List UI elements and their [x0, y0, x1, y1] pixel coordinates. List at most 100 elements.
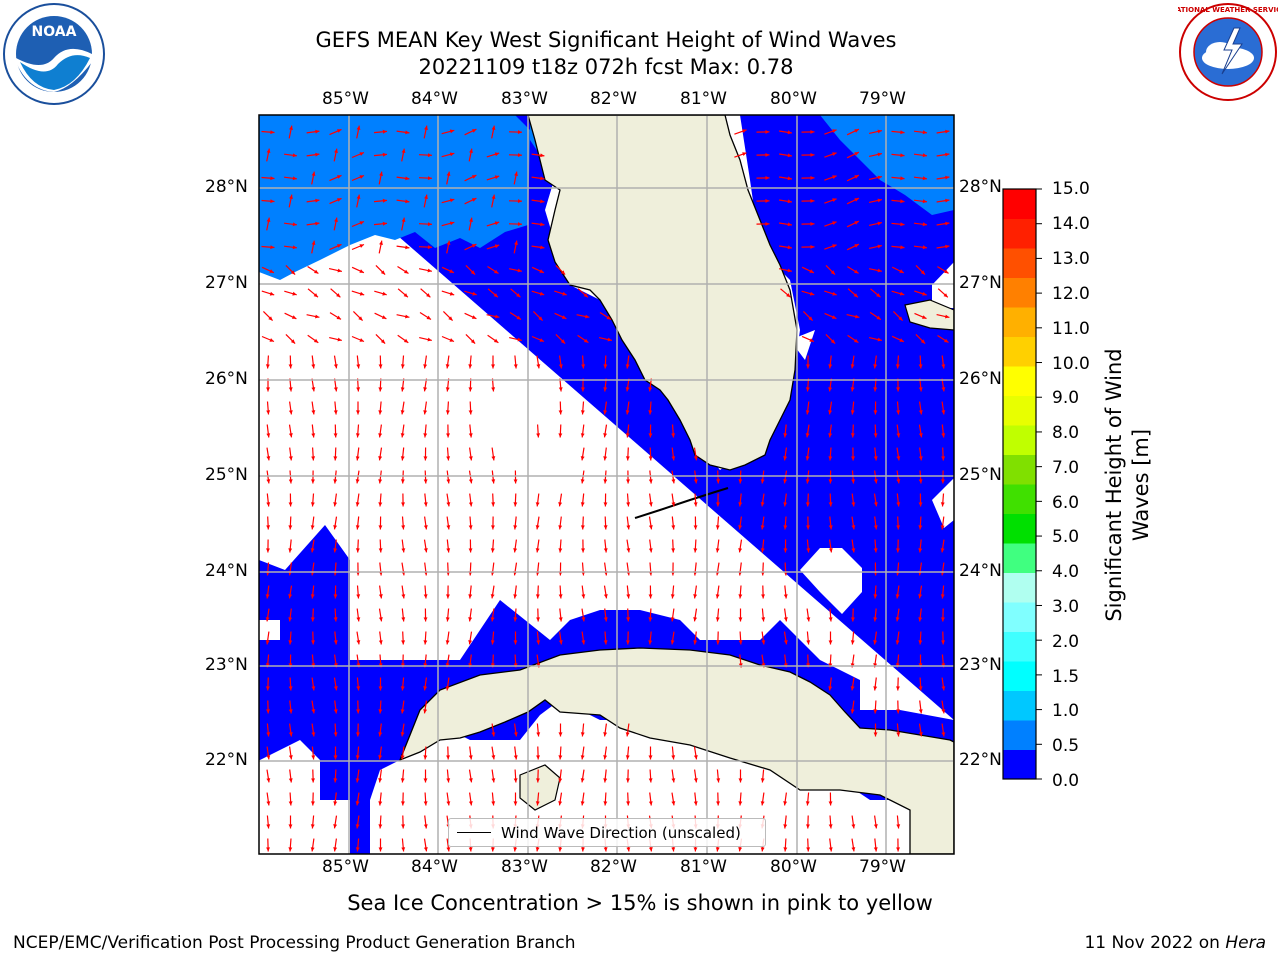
wave-arrow-head	[337, 244, 342, 248]
wave-arrow-head	[918, 617, 923, 622]
wave-arrow-head	[765, 130, 770, 134]
wave-arrow-head	[873, 640, 878, 645]
wave-arrow-head	[625, 732, 630, 737]
wave-arrow-head	[333, 755, 338, 760]
lat-label-right: 23°N	[959, 655, 1002, 675]
wave-arrow-head	[828, 364, 833, 369]
wave-arrow-head	[494, 221, 500, 226]
wave-arrow-head	[333, 548, 338, 553]
wave-arrow-head	[359, 152, 364, 156]
wave-arrow-head	[941, 617, 945, 622]
wave-arrow-head	[378, 387, 383, 392]
wave-arrow-head	[873, 387, 878, 392]
wave-arrow-head	[787, 199, 792, 204]
wave-arrow-head	[355, 525, 360, 530]
wave-arrow-head	[265, 364, 270, 369]
wave-arrow-head	[333, 456, 338, 461]
wave-arrow-head	[738, 801, 743, 806]
wave-arrow-head	[401, 824, 405, 829]
wave-arrow-head	[805, 479, 810, 484]
wave-arrow-head	[311, 732, 316, 737]
wave-arrow-head	[783, 801, 788, 806]
lat-label-left: 22°N	[205, 750, 248, 770]
wave-arrow-head	[423, 387, 428, 392]
lat-label-right: 25°N	[959, 465, 1002, 485]
wave-arrow-head	[693, 778, 698, 783]
wave-arrow-head	[715, 525, 720, 530]
map-subtitle: 20221109 t18z 072h fcst Max: 0.78	[418, 55, 794, 79]
wave-arrow-head	[828, 640, 833, 645]
wave-arrow-head	[423, 594, 428, 599]
wave-arrow-head	[603, 433, 608, 438]
wave-arrow-head	[400, 387, 405, 392]
wave-arrow-head	[832, 291, 837, 296]
wave-arrow-head	[828, 686, 833, 691]
wave-arrow-head	[716, 640, 720, 645]
land-isla-juventud	[519, 764, 561, 811]
wave-arrow-head	[920, 270, 925, 275]
wave-arrow-head	[334, 217, 338, 222]
wave-arrow-head	[401, 594, 406, 599]
wave-arrow-head	[851, 479, 856, 484]
data-gap	[800, 548, 862, 614]
wave-arrow-head	[941, 387, 946, 392]
wave-arrow-head	[626, 640, 630, 645]
wave-arrow-head	[538, 316, 543, 321]
wave-arrow-head	[333, 732, 338, 737]
wave-arrow-head	[922, 315, 927, 319]
wave-arrow-head	[471, 315, 477, 319]
wave-arrow-head	[356, 709, 360, 714]
colorbar-segment	[1003, 218, 1036, 249]
wave-arrow-head	[851, 617, 855, 622]
wave-arrow-head	[896, 525, 901, 530]
wave-arrow-head	[378, 594, 383, 599]
wave-arrow-head	[540, 245, 545, 250]
colorbar-tick: 6.0	[1052, 493, 1080, 513]
wave-arrow-head	[310, 525, 315, 530]
wave-arrow-head	[468, 502, 473, 507]
wave-arrow-head	[265, 686, 270, 691]
wave-arrow-head	[941, 686, 946, 691]
wave-arrow-head	[311, 387, 316, 392]
wave-arrow-head	[540, 199, 545, 204]
wave-arrow-head	[648, 525, 653, 530]
wave-arrow-head	[945, 221, 950, 226]
wave-arrow-head	[445, 686, 450, 691]
wave-arrow-head	[310, 617, 315, 622]
wave-arrow-head	[603, 847, 608, 852]
wave-arrow-head	[854, 198, 859, 202]
wave-arrow-head	[269, 269, 274, 273]
wave-arrow-head	[401, 801, 405, 806]
colorbar-tick: 0.5	[1052, 736, 1080, 756]
wave-arrow-head	[850, 640, 855, 645]
wave-arrow-head	[513, 594, 518, 599]
wave-arrow-head	[896, 732, 901, 737]
wave-arrow-head	[940, 502, 945, 507]
wave-arrow-head	[513, 617, 518, 622]
wave-arrow-head	[944, 338, 949, 343]
lat-label-left: 24°N	[205, 561, 248, 581]
wave-arrow-head	[539, 269, 544, 273]
wave-arrow-head	[941, 479, 945, 484]
footer-credit: NCEP/EMC/Verification Post Processing Pr…	[13, 933, 576, 953]
wave-arrow-head	[355, 824, 360, 829]
wave-arrow-head	[400, 686, 405, 691]
colorbar-tick: 14.0	[1052, 214, 1090, 234]
wave-arrow-head	[405, 314, 410, 319]
wave-arrow-head	[288, 709, 293, 714]
wave-arrow-head	[266, 709, 270, 714]
wave-arrow-head	[337, 268, 342, 273]
wave-arrow-head	[378, 801, 383, 806]
wave-arrow-head	[491, 732, 496, 737]
wave-arrow-head	[292, 291, 297, 296]
wave-arrow-head	[333, 617, 338, 622]
wave-arrow-head	[288, 502, 293, 507]
colorbar-tick: 10.0	[1052, 354, 1090, 374]
wave-arrow-head	[670, 594, 675, 599]
colorbar-segment	[1003, 366, 1036, 396]
lon-label-bottom: 83°W	[501, 857, 548, 877]
wave-arrow-head	[288, 387, 293, 392]
wave-arrow-head	[918, 709, 923, 714]
wave-arrow-head	[783, 502, 788, 507]
wave-arrow-head	[626, 548, 631, 553]
